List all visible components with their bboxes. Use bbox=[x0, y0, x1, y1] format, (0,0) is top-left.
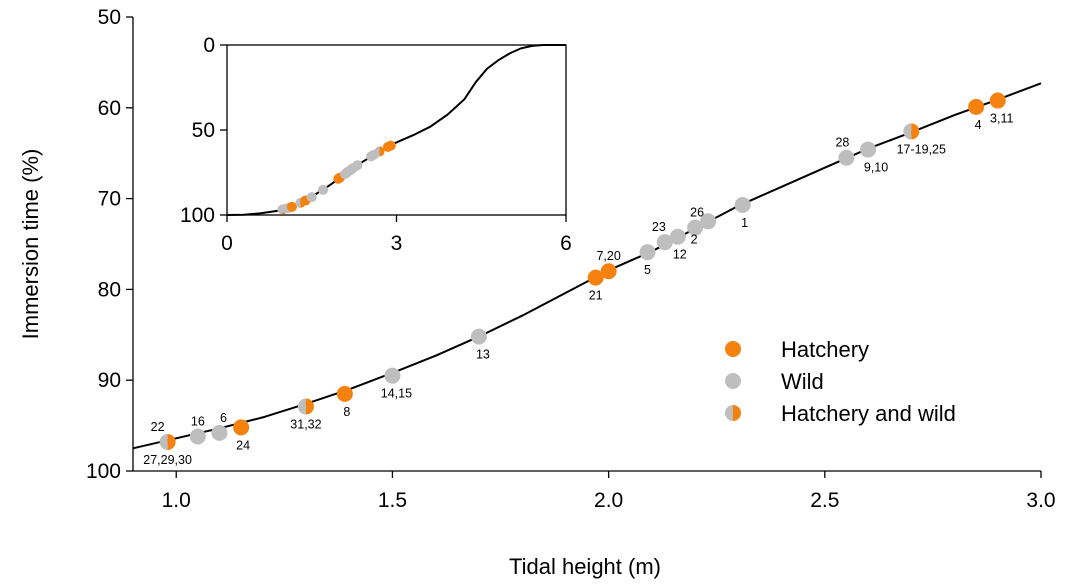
data-point-wild bbox=[639, 244, 656, 261]
data-point-wild bbox=[656, 234, 673, 251]
inset-plot: 0 3 6 0 50 100 bbox=[180, 34, 572, 255]
legend-marker-hatchery bbox=[725, 341, 741, 357]
inset-y-tick-label: 50 bbox=[192, 119, 215, 142]
point-label: 4 bbox=[975, 118, 982, 132]
point-label: 2 bbox=[691, 232, 698, 246]
data-point-both bbox=[297, 398, 314, 415]
point-label: 6 bbox=[220, 411, 227, 425]
point-wild-half bbox=[277, 204, 283, 215]
point-hatchery-half bbox=[305, 398, 314, 415]
inset-x-tick-label: 0 bbox=[221, 232, 233, 255]
point-hatchery-half bbox=[911, 123, 920, 140]
data-point-hatchery bbox=[989, 92, 1006, 109]
data-point-wild bbox=[860, 141, 877, 158]
inset-y-tick-label: 100 bbox=[180, 204, 215, 227]
data-point-both bbox=[159, 433, 176, 450]
point-label: 21 bbox=[589, 289, 603, 303]
x-tick-label: 1.5 bbox=[378, 489, 407, 512]
point-label: 9,10 bbox=[864, 161, 888, 175]
point-wild-half bbox=[903, 123, 912, 140]
point-label: 14,15 bbox=[381, 387, 412, 401]
x-axis-title: Tidal height (m) bbox=[509, 554, 661, 579]
point-hatchery-half bbox=[733, 405, 741, 421]
data-point-both bbox=[903, 123, 920, 140]
data-point-hatchery bbox=[233, 419, 250, 436]
point-wild-half bbox=[725, 405, 733, 421]
point-wild-half bbox=[374, 146, 380, 157]
inset-point-wild bbox=[318, 184, 329, 195]
point-label: 8 bbox=[343, 405, 350, 419]
point-hatchery-half bbox=[379, 146, 385, 157]
y-axis-title: Immersion time (%) bbox=[18, 149, 43, 340]
data-point-wild bbox=[734, 196, 751, 213]
data-point-hatchery bbox=[600, 263, 617, 280]
inset-point-hatchery bbox=[385, 140, 396, 151]
data-point-hatchery bbox=[587, 269, 604, 286]
inset-point-both bbox=[374, 146, 385, 157]
point-label: 17-19,25 bbox=[897, 142, 946, 156]
point-wild-half bbox=[297, 398, 306, 415]
point-label: 7,20 bbox=[596, 249, 620, 263]
point-label: 3,11 bbox=[990, 112, 1013, 126]
data-point-wild bbox=[211, 424, 228, 441]
legend-label: Hatchery bbox=[781, 337, 869, 362]
data-point-wild bbox=[687, 219, 704, 236]
point-label: 22 bbox=[151, 420, 165, 434]
y-tick-label: 90 bbox=[98, 369, 121, 392]
data-point-hatchery bbox=[968, 98, 985, 115]
point-label: 5 bbox=[644, 263, 651, 277]
inset-point-wild bbox=[306, 192, 317, 203]
point-wild-half bbox=[295, 197, 301, 208]
legend-marker-both bbox=[725, 405, 741, 421]
x-tick-label: 2.0 bbox=[594, 489, 623, 512]
y-tick-label: 100 bbox=[86, 460, 121, 483]
point-label: 24 bbox=[236, 438, 250, 452]
point-wild-half bbox=[159, 433, 168, 450]
x-tick-label: 1.0 bbox=[162, 489, 191, 512]
legend-marker-wild bbox=[725, 373, 741, 389]
data-point-wild bbox=[189, 428, 206, 445]
legend-label: Wild bbox=[781, 369, 824, 394]
y-tick-label: 50 bbox=[98, 6, 121, 29]
data-point-wild bbox=[700, 213, 717, 230]
data-point-wild bbox=[384, 367, 401, 384]
data-point-hatchery bbox=[336, 385, 353, 402]
y-tick-label: 70 bbox=[98, 188, 121, 211]
inset-point-hatchery bbox=[286, 201, 297, 212]
point-label: 16 bbox=[191, 414, 205, 428]
point-label: 1 bbox=[741, 216, 748, 230]
data-point-wild bbox=[669, 228, 686, 245]
point-label: 31,32 bbox=[290, 418, 321, 432]
legend: Hatchery Wild Hatchery and wild bbox=[725, 337, 956, 426]
inset-x-tick-label: 6 bbox=[560, 232, 572, 255]
x-tick-label: 3.0 bbox=[1026, 489, 1055, 512]
y-tick-label: 80 bbox=[98, 278, 121, 301]
point-hatchery-half bbox=[167, 433, 176, 450]
inset-x-tick-label: 3 bbox=[391, 232, 403, 255]
fit-curve bbox=[132, 82, 1042, 450]
point-label: 26 bbox=[690, 206, 704, 220]
point-label: 12 bbox=[673, 248, 687, 262]
x-tick-label: 2.5 bbox=[810, 489, 839, 512]
data-point-wild bbox=[470, 328, 487, 345]
y-tick-label: 60 bbox=[98, 97, 121, 120]
point-label: 23 bbox=[652, 220, 666, 234]
inset-point-wild bbox=[352, 160, 363, 171]
inset-frame bbox=[226, 44, 567, 216]
point-label: 27,29,30 bbox=[143, 453, 192, 467]
legend-label: Hatchery and wild bbox=[781, 401, 956, 426]
data-point-wild bbox=[838, 149, 855, 166]
inset-y-tick-label: 0 bbox=[203, 34, 215, 57]
point-label: 28 bbox=[835, 136, 849, 150]
point-label: 13 bbox=[476, 348, 490, 362]
